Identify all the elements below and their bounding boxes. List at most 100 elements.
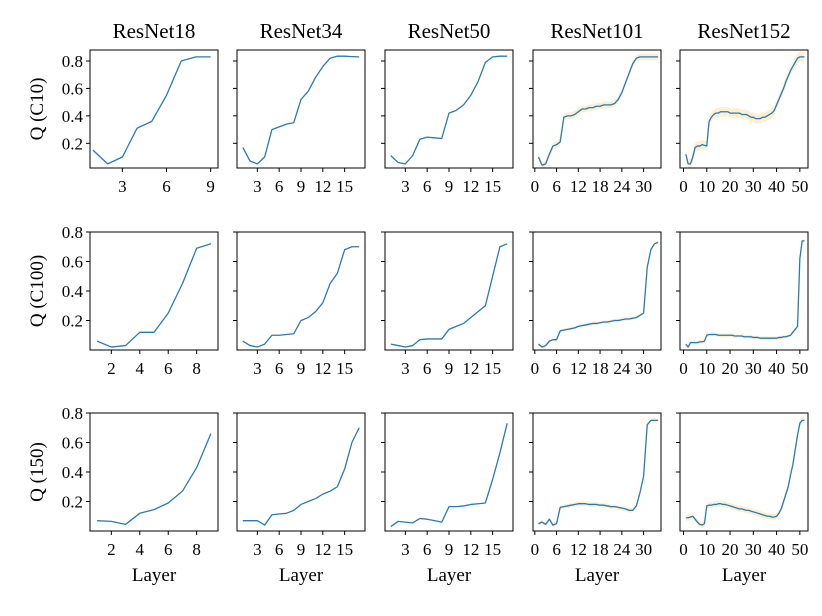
x-tick-label-r2c1-4: 15 (336, 540, 353, 559)
plot-frame-r0c1 (236, 49, 366, 169)
x-tick-label-r0c1-0: 3 (253, 177, 262, 196)
series-line-r1c0 (96, 243, 212, 348)
x-tick-label-r0c2-4: 15 (484, 177, 501, 196)
series-line-r2c4 (685, 419, 805, 526)
plot-frame-r2c1 (236, 412, 366, 532)
x-tick-label-r2c2-0: 3 (401, 540, 410, 559)
x-tick-label-r0c0-2: 9 (206, 177, 215, 196)
series-line-r0c1 (242, 55, 360, 165)
confidence-band-r2c3 (538, 418, 659, 528)
x-tick-label-r0c4-2: 20 (722, 177, 739, 196)
x-tick-label-r0c2-1: 6 (423, 177, 432, 196)
series-line-r2c3 (538, 419, 659, 526)
x-tick-label-r0c1-4: 15 (336, 177, 353, 196)
x-tick-label-r2c4-3: 30 (745, 540, 762, 559)
x-tick-label-r0c2-0: 3 (401, 177, 410, 196)
x-tick-label-r1c3-0: 0 (531, 359, 540, 378)
y-tick-label-r2c0-2: 0.6 (62, 434, 83, 453)
x-tick-label-r0c4-1: 10 (698, 177, 715, 196)
x-tick-label-r1c4-0: 0 (679, 359, 688, 378)
plot-frame-r1c4 (679, 231, 809, 351)
x-tick-label-r0c3-5: 30 (635, 177, 652, 196)
x-tick-label-r2c2-1: 6 (423, 540, 432, 559)
x-tick-label-r0c1-2: 9 (297, 177, 306, 196)
x-tick-label-r2c1-3: 12 (314, 540, 331, 559)
y-axis-label-r0c0: Q (C10) (27, 78, 48, 141)
x-tick-label-r0c2-3: 12 (462, 177, 479, 196)
x-axis-label-r2c2: Layer (427, 565, 472, 586)
x-tick-label-r1c4-4: 40 (768, 359, 785, 378)
panel-title-r0c4: ResNet152 (697, 19, 790, 43)
x-tick-label-r0c3-4: 24 (613, 177, 631, 196)
y-tick-label-r2c0-3: 0.8 (62, 404, 83, 423)
x-tick-label-r2c2-2: 9 (445, 540, 454, 559)
x-tick-label-r1c2-4: 15 (484, 359, 501, 378)
x-tick-label-r1c1-1: 6 (275, 359, 284, 378)
y-tick-label-r0c0-1: 0.4 (62, 107, 84, 126)
series-line-r1c2 (390, 243, 508, 348)
x-tick-label-r1c3-1: 6 (552, 359, 561, 378)
panel-title-r0c3: ResNet101 (550, 19, 643, 43)
x-axis-label-r2c4: Layer (722, 565, 767, 586)
x-tick-label-r0c3-0: 0 (531, 177, 540, 196)
x-tick-label-r0c4-5: 50 (791, 177, 808, 196)
y-tick-label-r0c0-0: 0.2 (62, 134, 83, 153)
x-tick-label-r1c2-1: 6 (423, 359, 432, 378)
y-tick-label-r1c0-0: 0.2 (62, 312, 83, 331)
x-tick-label-r1c4-3: 30 (745, 359, 762, 378)
x-tick-label-r2c1-2: 9 (297, 540, 306, 559)
y-tick-label-r2c0-1: 0.4 (62, 463, 84, 482)
series-line-r2c0 (97, 433, 212, 526)
x-tick-label-r2c3-5: 30 (635, 540, 652, 559)
x-axis-label-r2c1: Layer (279, 565, 324, 586)
x-tick-label-r2c4-5: 50 (791, 540, 808, 559)
x-tick-label-r1c1-3: 12 (314, 359, 331, 378)
x-tick-label-r1c3-4: 24 (613, 359, 631, 378)
x-tick-label-r0c3-1: 6 (552, 177, 561, 196)
plot-frame-r0c3 (532, 49, 662, 169)
series-line-r1c1 (242, 246, 360, 348)
confidence-band-r0c4 (685, 52, 805, 169)
y-tick-label-r0c0-3: 0.8 (62, 52, 83, 71)
plot-frame-r2c3 (532, 412, 662, 532)
x-tick-label-r2c4-4: 40 (768, 540, 785, 559)
x-tick-label-r2c0-0: 2 (107, 540, 116, 559)
x-tick-label-r0c4-4: 40 (768, 177, 785, 196)
x-tick-label-r2c4-1: 10 (698, 540, 715, 559)
x-tick-label-r0c4-0: 0 (679, 177, 688, 196)
x-tick-label-r2c3-3: 18 (592, 540, 609, 559)
x-tick-label-r0c3-2: 12 (570, 177, 587, 196)
x-tick-label-r1c1-0: 3 (253, 359, 262, 378)
series-line-r2c1 (242, 427, 360, 526)
plot-frame-r0c4 (679, 49, 809, 169)
x-tick-label-r0c0-0: 3 (118, 177, 127, 196)
plot-frame-r2c0 (89, 412, 219, 532)
x-tick-label-r2c1-0: 3 (253, 540, 262, 559)
plot-frame-r1c2 (384, 231, 514, 351)
series-line-r0c0 (92, 56, 211, 165)
x-tick-label-r0c2-2: 9 (445, 177, 454, 196)
y-tick-label-r2c0-0: 0.2 (62, 493, 83, 512)
series-line-r2c2 (390, 423, 508, 528)
panel-title-r0c2: ResNet50 (408, 19, 491, 43)
x-tick-label-r2c4-0: 0 (679, 540, 688, 559)
x-tick-label-r1c0-2: 6 (164, 359, 173, 378)
x-tick-label-r1c3-5: 30 (635, 359, 652, 378)
x-tick-label-r1c3-2: 12 (570, 359, 587, 378)
x-tick-label-r1c4-2: 20 (722, 359, 739, 378)
x-tick-label-r1c2-0: 3 (401, 359, 410, 378)
x-tick-label-r1c0-3: 8 (192, 359, 201, 378)
confidence-band-r1c3 (538, 240, 659, 349)
x-tick-label-r2c0-3: 8 (192, 540, 201, 559)
x-tick-label-r0c0-1: 6 (162, 177, 171, 196)
x-tick-label-r2c3-1: 6 (552, 540, 561, 559)
x-tick-label-r1c4-1: 10 (698, 359, 715, 378)
confidence-band-r2c4 (685, 417, 805, 529)
y-axis-label-r2c0: Q (150) (27, 442, 48, 502)
x-tick-label-r2c3-2: 12 (570, 540, 587, 559)
x-axis-label-r2c3: Layer (575, 565, 620, 586)
series-line-r0c4 (685, 56, 805, 165)
panel-title-r0c1: ResNet34 (260, 19, 343, 43)
series-line-r0c2 (390, 55, 508, 165)
